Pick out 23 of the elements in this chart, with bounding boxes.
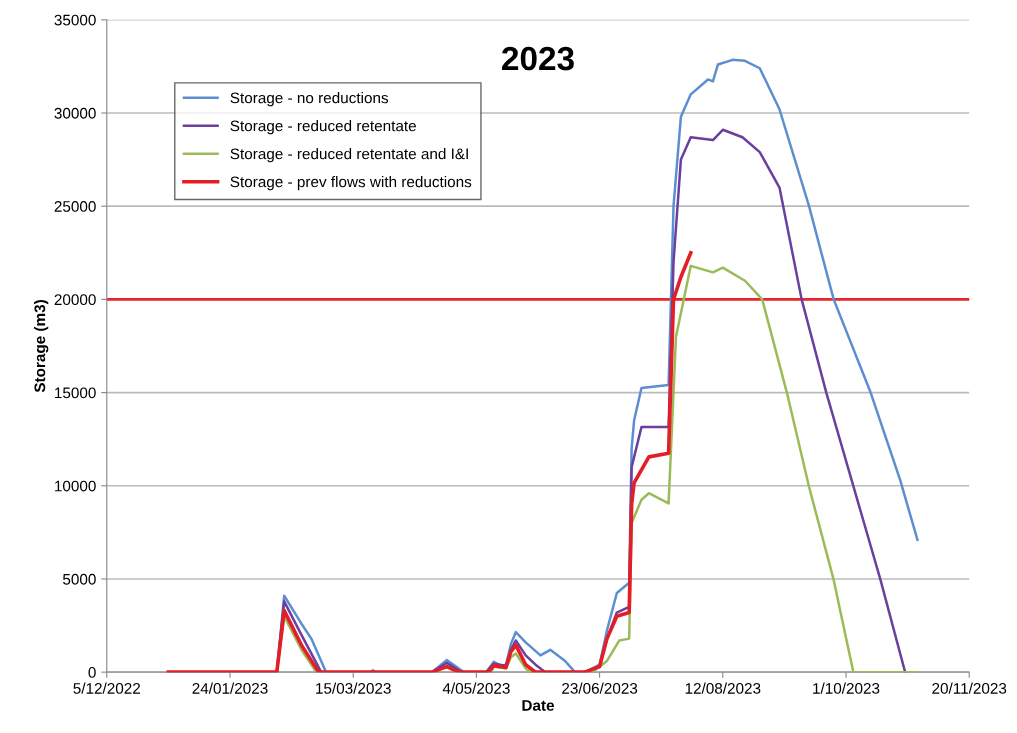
x-tick-label: 20/11/2023: [932, 682, 1007, 694]
legend-label: Storage - reduced retentate: [230, 120, 416, 135]
x-tick-label: 5/12/2022: [73, 682, 140, 694]
x-tick-label: 12/08/2023: [685, 682, 761, 694]
legend-label: Storage - prev flows with reductions: [230, 176, 472, 191]
y-tick-label: 30000: [54, 107, 96, 119]
x-tick-label: 15/03/2023: [316, 682, 391, 694]
x-tick-label: 23/06/2023: [562, 682, 638, 694]
legend-label: Storage - no reductions: [230, 92, 389, 107]
y-tick-label: 25000: [54, 201, 96, 212]
y-axis-title: Storage (m3): [34, 300, 49, 393]
x-tick-label: 1/10/2023: [813, 682, 880, 694]
y-tick-label: 0: [88, 667, 96, 678]
y-tick-label: 15000: [55, 387, 96, 399]
y-tick-label: 20000: [54, 294, 96, 306]
y-tick-label: 35000: [54, 14, 96, 26]
legend-label: Storage - reduced retentate and I&I: [230, 148, 468, 163]
x-axis-title: Date: [522, 700, 555, 711]
text: 2023: [502, 46, 574, 71]
x-tick-label: 24/01/2023: [192, 682, 268, 694]
y-tick-label: 5000: [63, 573, 96, 585]
y-tick-label: 10000: [55, 480, 96, 492]
x-tick-label: 4/05/2023: [442, 682, 510, 694]
